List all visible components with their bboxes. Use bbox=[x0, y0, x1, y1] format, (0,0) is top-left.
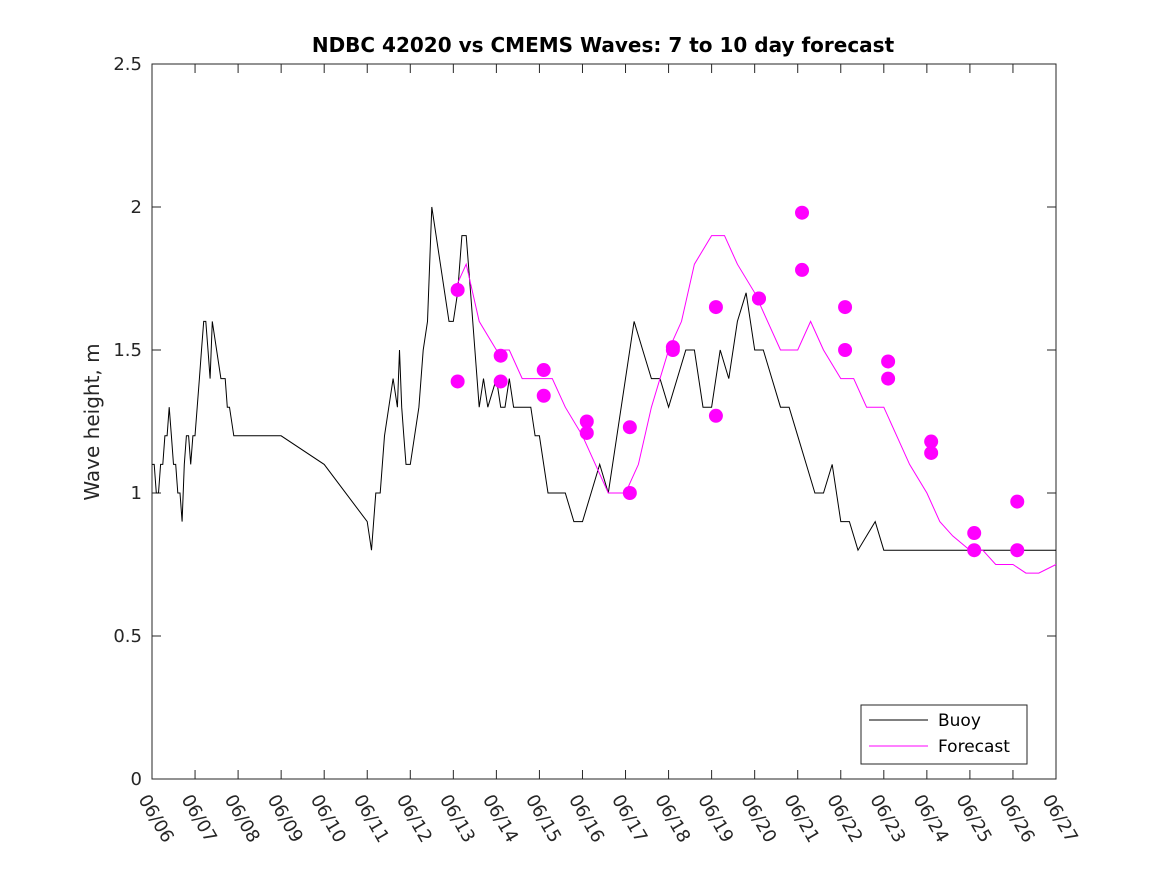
forecast-marker bbox=[967, 543, 982, 558]
legend: Buoy Forecast bbox=[860, 704, 1028, 765]
forecast-marker bbox=[450, 374, 465, 389]
forecast-marker bbox=[1010, 543, 1025, 558]
legend-buoy-label: Buoy bbox=[938, 711, 981, 731]
y-tick-label: 1.5 bbox=[113, 340, 142, 361]
series-line-forecast bbox=[452, 235, 1057, 574]
forecast-marker bbox=[1010, 494, 1025, 509]
forecast-marker bbox=[881, 371, 896, 386]
forecast-marker bbox=[838, 300, 853, 315]
forecast-marker bbox=[579, 425, 594, 440]
legend-forecast-label: Forecast bbox=[938, 737, 1010, 757]
forecast-marker bbox=[579, 414, 594, 429]
y-tick-label: 2.5 bbox=[113, 54, 142, 75]
forecast-marker bbox=[708, 408, 723, 423]
forecast-marker bbox=[665, 343, 680, 357]
y-tick-label: 0 bbox=[131, 769, 142, 790]
legend-box bbox=[860, 704, 1028, 765]
forecast-marker bbox=[838, 343, 853, 357]
forecast-marker bbox=[536, 388, 551, 403]
forecast-marker bbox=[536, 363, 551, 378]
forecast-marker bbox=[493, 374, 508, 389]
series-line-buoy bbox=[152, 206, 1056, 552]
forecast-marker bbox=[924, 445, 939, 460]
axes-box bbox=[151, 63, 1057, 780]
forecast-marker bbox=[622, 420, 637, 435]
chart-title: NDBC 42020 vs CMEMS Waves: 7 to 10 day f… bbox=[312, 33, 895, 57]
forecast-marker bbox=[795, 262, 810, 277]
forecast-marker bbox=[881, 354, 896, 369]
forecast-marker bbox=[708, 300, 723, 315]
y-tick-label: 0.5 bbox=[113, 626, 142, 647]
y-tick-label: 1 bbox=[131, 483, 142, 504]
forecast-marker bbox=[493, 348, 508, 363]
forecast-marker bbox=[622, 486, 637, 500]
forecast-marker bbox=[751, 291, 766, 306]
forecast-marker bbox=[795, 205, 810, 220]
forecast-marker bbox=[450, 282, 465, 297]
forecast-marker bbox=[967, 526, 982, 541]
y-axis-label: Wave height, m bbox=[80, 343, 104, 500]
forecast-marker bbox=[924, 434, 939, 449]
y-tick-label: 2 bbox=[131, 197, 142, 218]
